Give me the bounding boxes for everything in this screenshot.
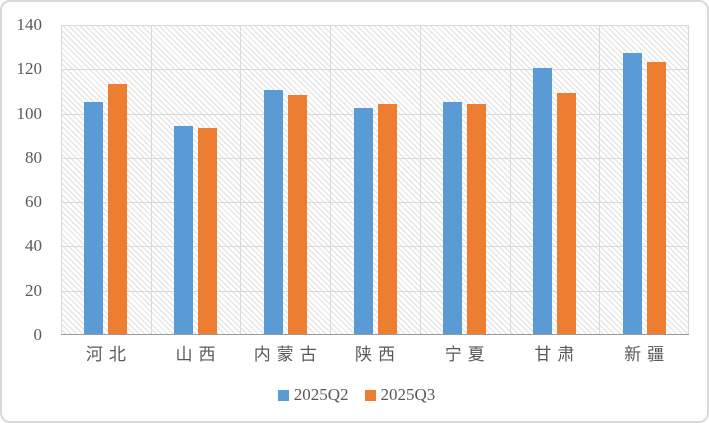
gridline-h [61,202,689,204]
bar-2025Q3-新疆 [646,61,666,334]
gridline-h [61,290,689,292]
gridline-v [151,25,152,334]
bar-2025Q3-甘肃 [556,92,576,334]
gridline-h [61,69,689,71]
x-axis-label: 山西 [175,345,222,364]
y-axis-label: 120 [16,59,43,79]
x-axis-label: 新疆 [624,345,671,364]
bar-2025Q2-新疆 [622,52,642,334]
gridline-v [240,25,241,334]
bar-2025Q2-山西 [174,125,194,334]
bar-2025Q3-宁夏 [467,103,487,334]
bar-2025Q2-陕西 [353,108,373,334]
bar-2025Q2-宁夏 [443,101,463,334]
legend-label-2025q3: 2025Q3 [380,385,436,404]
gridline-v [510,25,511,334]
bar-2025Q3-山西 [198,128,218,334]
x-axis-label: 河北 [85,345,132,364]
x-axis-label: 甘肃 [534,345,581,364]
y-axis-label: 100 [16,103,43,123]
gridline-h [61,157,689,159]
gridline-v [420,25,421,334]
legend-label-2025q2: 2025Q2 [293,385,349,404]
bar-2025Q3-河北 [108,83,128,334]
bar-2025Q3-陕西 [377,103,397,334]
gridline-h [61,113,689,115]
y-axis-label: 0 [33,325,43,344]
plot-area [61,25,689,335]
legend-swatch-2025q3 [364,389,376,401]
bar-2025Q2-内蒙古 [263,90,283,334]
x-axis-label: 陕西 [354,345,401,364]
gridline-h [61,25,689,26]
legend-item-q3: 2025Q3 [364,385,436,405]
gridline-v [330,25,331,334]
gridline-v [61,25,62,334]
bar-2025Q3-内蒙古 [287,94,307,334]
bar-2025Q2-甘肃 [532,68,552,334]
legend: 2025Q2 2025Q3 [2,385,707,405]
y-axis-label: 80 [25,147,42,167]
gridline-v [688,25,689,334]
y-axis-label: 60 [25,192,42,212]
x-axis-label: 宁夏 [444,345,491,364]
gridline-h [61,246,689,248]
y-axis-label: 20 [25,280,42,300]
y-axis-label: 40 [25,236,42,256]
y-axis-label: 140 [16,15,43,34]
bar-2025Q2-河北 [84,101,104,334]
legend-item-q2: 2025Q2 [277,385,349,405]
gridline-v [599,25,600,334]
legend-swatch-2025q2 [277,389,289,401]
x-axis-label: 内蒙古 [253,345,323,364]
